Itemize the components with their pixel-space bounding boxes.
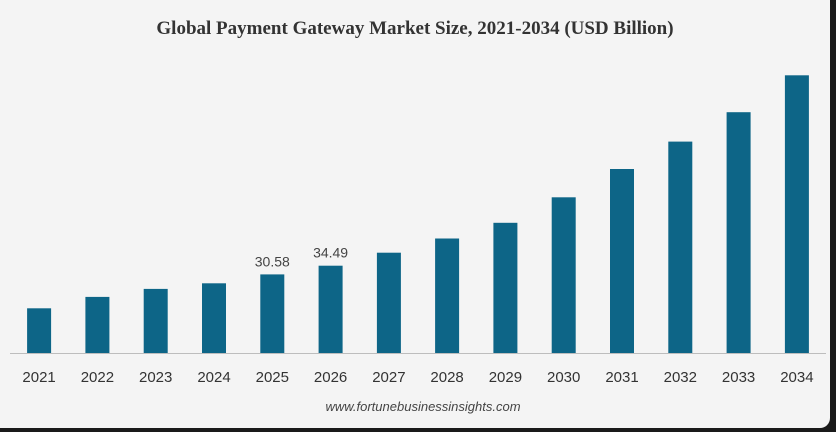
x-tick-label-2027: 2027 bbox=[372, 369, 405, 386]
x-tick-label-2022: 2022 bbox=[81, 369, 114, 386]
x-tick-label-2034: 2034 bbox=[780, 369, 813, 386]
x-tick-label-2030: 2030 bbox=[547, 369, 580, 386]
bar-2026 bbox=[318, 265, 343, 353]
bar-2031 bbox=[610, 169, 634, 353]
x-tick-label-2029: 2029 bbox=[489, 369, 522, 386]
bar-2033 bbox=[726, 112, 751, 353]
bar-2030 bbox=[551, 197, 576, 353]
x-tick-label-2024: 2024 bbox=[197, 369, 230, 386]
bar-2027 bbox=[376, 252, 401, 353]
chart-title: Global Payment Gateway Market Size, 2021… bbox=[156, 18, 674, 39]
x-tick-label-2023: 2023 bbox=[139, 369, 172, 386]
source-credit: www.fortunebusinessinsights.com bbox=[325, 399, 521, 414]
x-tick-label-2028: 2028 bbox=[430, 369, 463, 386]
x-tick-label-2031: 2031 bbox=[605, 369, 638, 386]
x-tick-label-2025: 2025 bbox=[256, 369, 289, 386]
bar-2022 bbox=[85, 296, 110, 353]
bar-2024 bbox=[202, 283, 226, 353]
x-tick-label-2033: 2033 bbox=[722, 369, 755, 386]
x-tick-label-2026: 2026 bbox=[314, 369, 347, 386]
data-label-2025: 30.58 bbox=[255, 253, 290, 269]
bar-2034 bbox=[784, 75, 809, 354]
bar-2028 bbox=[435, 238, 460, 353]
bar-2029 bbox=[493, 222, 518, 353]
bar-2032 bbox=[668, 141, 693, 353]
x-tick-label-2021: 2021 bbox=[22, 369, 55, 386]
bar-2023 bbox=[143, 288, 168, 353]
bar-2021 bbox=[27, 308, 52, 353]
data-label-2026: 34.49 bbox=[313, 245, 348, 261]
bar-2025 bbox=[260, 274, 285, 353]
x-tick-label-2032: 2032 bbox=[664, 369, 697, 386]
